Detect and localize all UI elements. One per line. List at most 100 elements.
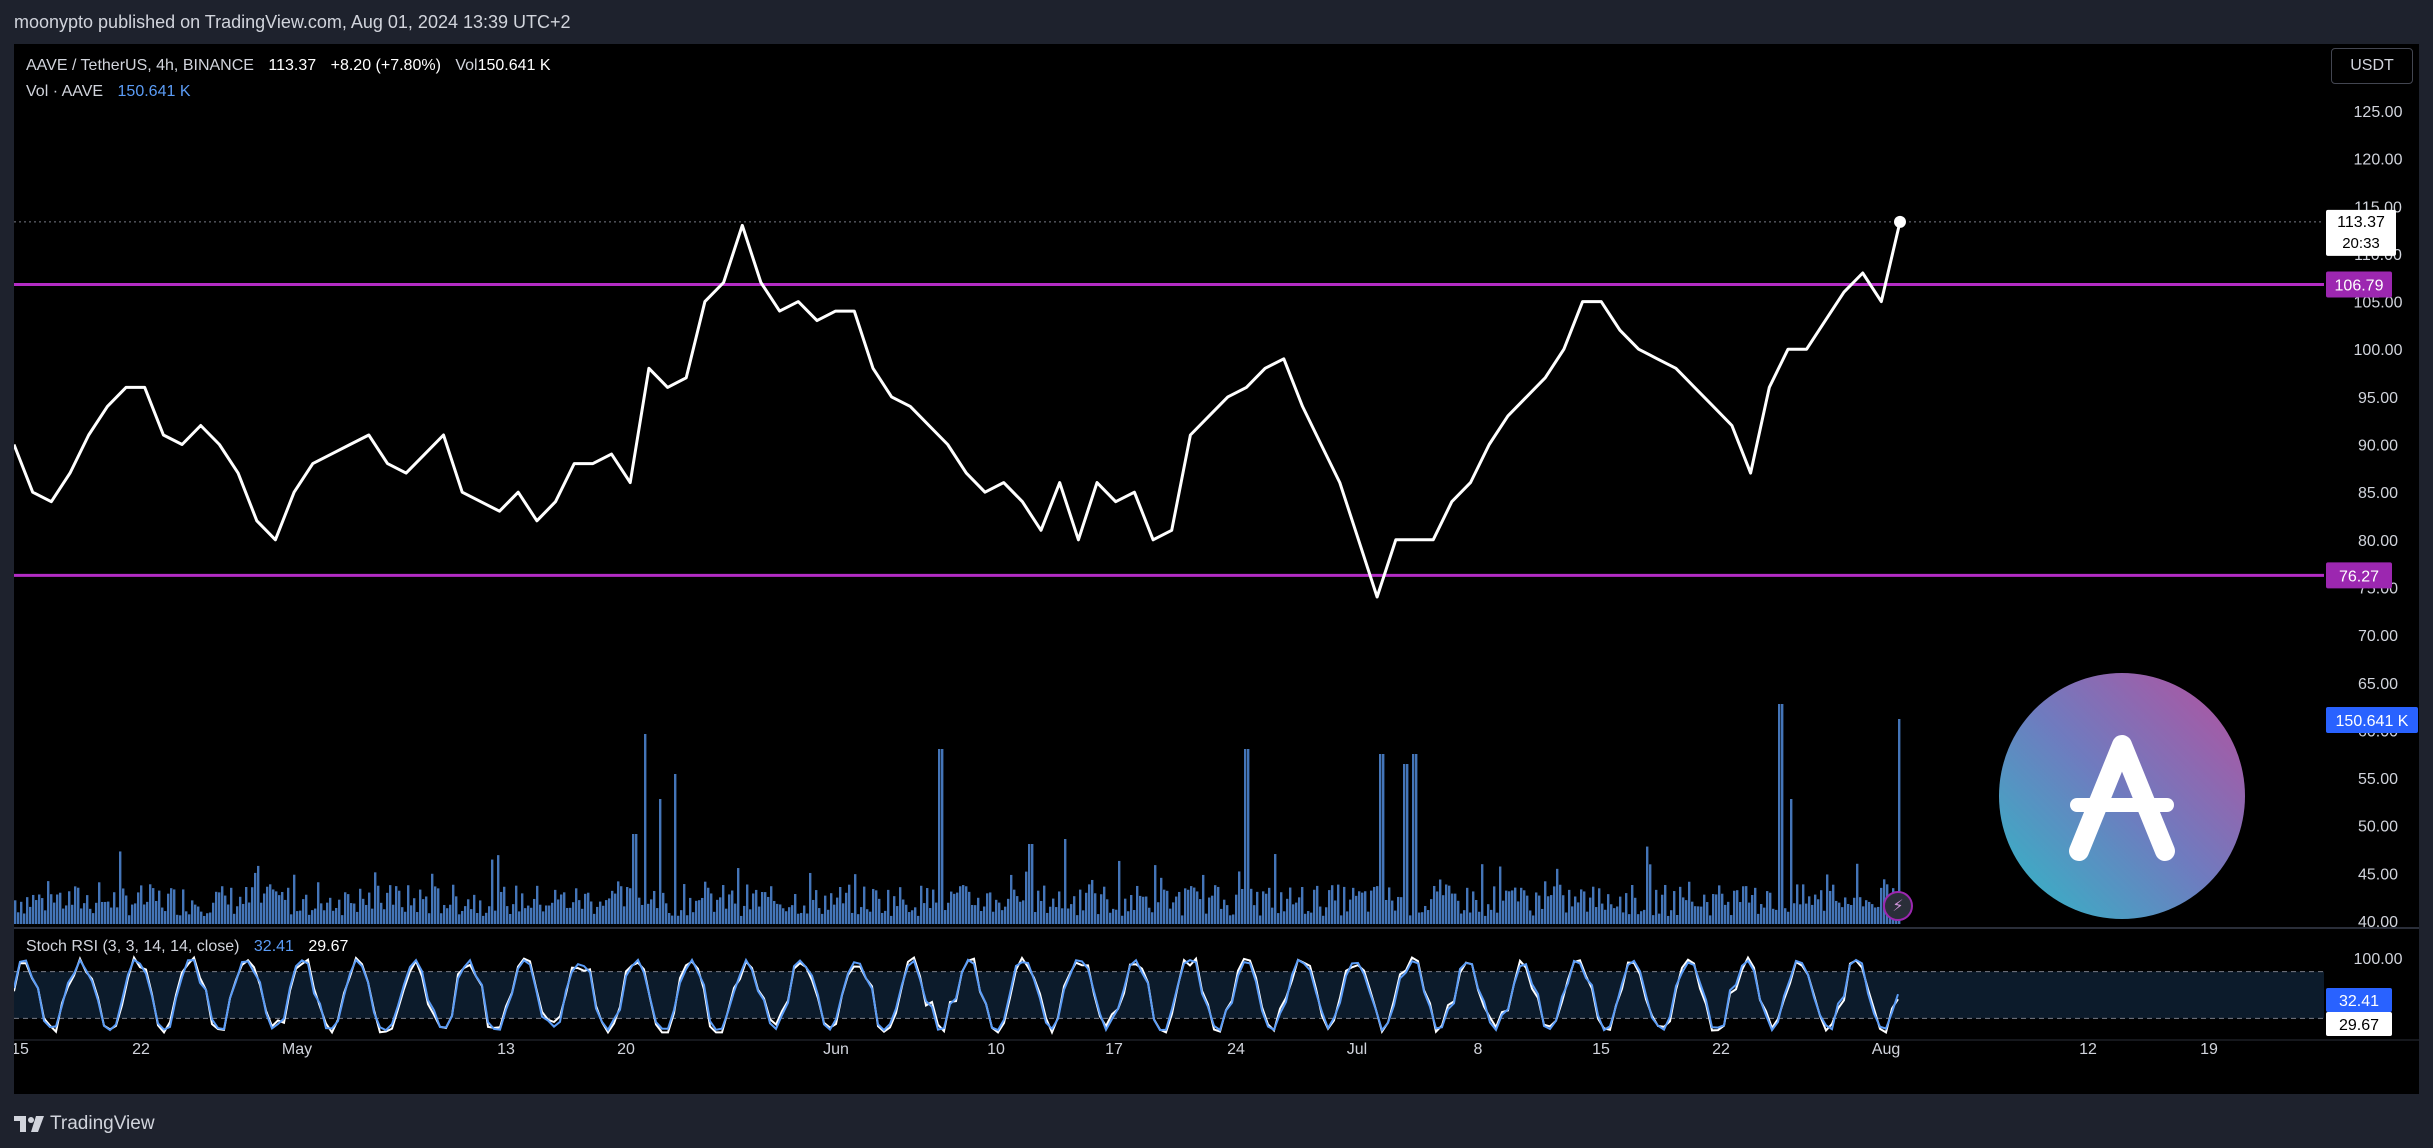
volume-bar xyxy=(389,885,392,924)
volume-bar xyxy=(35,900,38,924)
volume-bar xyxy=(1760,904,1763,924)
volume-bar xyxy=(728,894,731,924)
volume-bar xyxy=(1187,889,1190,924)
volume-bar xyxy=(1826,874,1829,924)
volume-bar xyxy=(1754,887,1757,924)
volume-bar xyxy=(1520,887,1523,924)
volume-bar xyxy=(1238,871,1241,924)
volume-bar xyxy=(47,881,50,924)
volume-bar xyxy=(269,884,272,924)
volume-bar xyxy=(1859,897,1862,924)
symbol-label[interactable]: AAVE / TetherUS, 4h, BINANCE xyxy=(26,57,254,74)
volume-bar xyxy=(725,908,728,924)
volume-bar xyxy=(1502,900,1505,924)
chart-frame[interactable]: 125.00120.00115.00110.00105.00100.0095.0… xyxy=(14,44,2419,1094)
volume-bar xyxy=(134,903,137,924)
volume-bar xyxy=(1241,889,1244,924)
volume-bar xyxy=(668,912,671,924)
volume-bar xyxy=(1841,907,1844,924)
volume-bar xyxy=(761,891,764,924)
volume-bar xyxy=(431,873,434,924)
volume-bar xyxy=(1169,908,1172,924)
volume-bar xyxy=(1409,915,1412,924)
price-chart[interactable]: 125.00120.00115.00110.00105.00100.0095.0… xyxy=(14,44,2419,1094)
volume-bar xyxy=(1526,895,1529,924)
x-tick-label: Aug xyxy=(1872,1041,1900,1058)
volume-bar xyxy=(1553,886,1556,924)
volume-bar xyxy=(1070,904,1073,924)
x-tick-label: Jun xyxy=(823,1041,849,1058)
volume-bar xyxy=(1160,877,1163,924)
volume-bar xyxy=(203,915,206,924)
volume-bar xyxy=(863,886,866,924)
volume-bar xyxy=(161,907,164,924)
volume-bar xyxy=(476,913,479,924)
volume-bar xyxy=(1424,905,1427,924)
volume-bar xyxy=(557,899,560,924)
volume-bar xyxy=(626,887,629,924)
volume-bar xyxy=(1256,891,1259,924)
volume-bar xyxy=(65,905,68,924)
volume-bar xyxy=(866,909,869,924)
volume-bar xyxy=(818,908,821,924)
volume-bar xyxy=(716,899,719,924)
volume-bar xyxy=(1118,860,1121,924)
currency-button[interactable]: USDT xyxy=(2331,48,2413,84)
x-tick-label: 20 xyxy=(617,1041,635,1058)
volume-bar xyxy=(140,885,143,924)
volume-bar xyxy=(1415,754,1418,924)
volume-bar xyxy=(353,903,356,924)
volume-bar xyxy=(1517,901,1520,924)
rsi-label[interactable]: Stoch RSI (3, 3, 14, 14, close) xyxy=(26,938,240,955)
volume-bar xyxy=(1334,900,1337,924)
volume-bar xyxy=(83,903,86,924)
x-tick-label: 19 xyxy=(2200,1041,2218,1058)
volume-bar xyxy=(1253,905,1256,924)
volume-bar xyxy=(374,872,377,924)
volume-bar xyxy=(1346,911,1349,924)
volume-bar xyxy=(326,902,329,924)
level-price-label: 76.27 xyxy=(2339,568,2379,585)
volume-bar xyxy=(281,891,284,924)
volume-bar xyxy=(236,906,239,924)
volume-bar xyxy=(1364,891,1367,924)
volume-bar xyxy=(1790,799,1793,924)
volume-bar xyxy=(1259,915,1262,924)
vol-line-label[interactable]: Vol · AAVE xyxy=(26,83,104,100)
volume-bar xyxy=(293,874,296,924)
volume-bar xyxy=(608,898,611,924)
volume-bar xyxy=(1793,903,1796,924)
volume-bar xyxy=(1007,898,1010,924)
volume-bar xyxy=(1577,902,1580,924)
volume-bar xyxy=(935,902,938,924)
volume-bar xyxy=(542,911,545,924)
tradingview-logo[interactable]: TradingView xyxy=(14,1113,155,1135)
volume-bar xyxy=(284,899,287,924)
volume-bar xyxy=(1058,891,1061,924)
volume-bar xyxy=(1547,896,1550,924)
volume-bar xyxy=(1136,885,1139,924)
volume-bar xyxy=(1250,888,1253,924)
volume-bar xyxy=(974,905,977,924)
level-price-tag xyxy=(2326,562,2392,589)
volume-bar xyxy=(1337,884,1340,924)
volume-bar xyxy=(98,882,101,924)
volume-bar xyxy=(611,890,614,924)
volume-bar xyxy=(314,908,317,924)
volume-bar xyxy=(299,910,302,924)
volume-bar xyxy=(149,884,152,924)
vol-line-value: 150.641 K xyxy=(117,83,191,100)
volume-bar xyxy=(1205,913,1208,924)
volume-bar xyxy=(971,904,974,924)
volume-bar xyxy=(278,895,281,924)
volume-bar xyxy=(1601,903,1604,924)
volume-bar xyxy=(1235,894,1238,924)
bolt-icon[interactable]: ⚡ xyxy=(1883,891,1913,921)
volume-bar xyxy=(989,892,992,924)
volume-bar xyxy=(884,910,887,924)
volume-bar xyxy=(1562,895,1565,924)
volume-bar xyxy=(413,898,416,924)
volume-bar xyxy=(455,896,458,924)
volume-bar xyxy=(1847,903,1850,924)
volume-bar xyxy=(617,881,620,924)
